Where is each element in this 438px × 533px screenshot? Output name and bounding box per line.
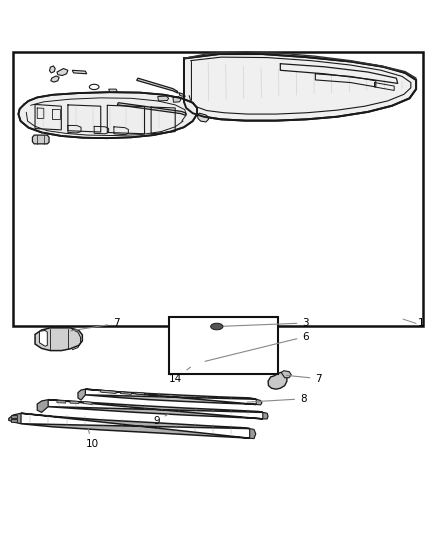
Text: 1: 1 xyxy=(418,318,425,328)
Polygon shape xyxy=(70,401,79,403)
Polygon shape xyxy=(85,389,256,405)
Polygon shape xyxy=(109,89,117,92)
Polygon shape xyxy=(39,330,47,346)
Polygon shape xyxy=(173,96,181,102)
Ellipse shape xyxy=(211,323,223,330)
Text: 7: 7 xyxy=(71,318,120,331)
Polygon shape xyxy=(32,135,49,144)
Polygon shape xyxy=(57,69,68,76)
Polygon shape xyxy=(11,415,17,418)
Polygon shape xyxy=(120,392,131,394)
Polygon shape xyxy=(83,401,92,405)
Polygon shape xyxy=(51,76,59,82)
Text: 6: 6 xyxy=(205,332,309,361)
Polygon shape xyxy=(137,78,178,93)
Polygon shape xyxy=(250,429,256,439)
Polygon shape xyxy=(101,390,116,393)
Text: 10: 10 xyxy=(85,429,99,449)
Bar xyxy=(169,317,278,374)
Polygon shape xyxy=(256,399,262,405)
Polygon shape xyxy=(263,413,268,419)
Polygon shape xyxy=(35,328,82,351)
Bar xyxy=(13,52,423,326)
Polygon shape xyxy=(72,70,87,74)
Polygon shape xyxy=(18,92,197,138)
Polygon shape xyxy=(136,392,145,395)
Polygon shape xyxy=(268,373,287,389)
Polygon shape xyxy=(11,419,17,422)
Polygon shape xyxy=(117,103,186,115)
Polygon shape xyxy=(281,371,291,378)
Polygon shape xyxy=(187,357,202,366)
Text: 7: 7 xyxy=(286,374,322,384)
Polygon shape xyxy=(158,96,169,101)
Polygon shape xyxy=(21,413,250,438)
Polygon shape xyxy=(49,66,55,73)
Polygon shape xyxy=(184,54,416,120)
Polygon shape xyxy=(37,400,48,413)
Polygon shape xyxy=(179,93,185,96)
Text: 3: 3 xyxy=(219,318,309,328)
Polygon shape xyxy=(78,389,85,400)
Polygon shape xyxy=(9,413,21,424)
Polygon shape xyxy=(48,400,263,419)
Text: 9: 9 xyxy=(153,414,168,426)
Polygon shape xyxy=(57,400,66,403)
Polygon shape xyxy=(198,113,208,122)
Text: 8: 8 xyxy=(247,394,307,404)
Text: 14: 14 xyxy=(169,367,191,384)
